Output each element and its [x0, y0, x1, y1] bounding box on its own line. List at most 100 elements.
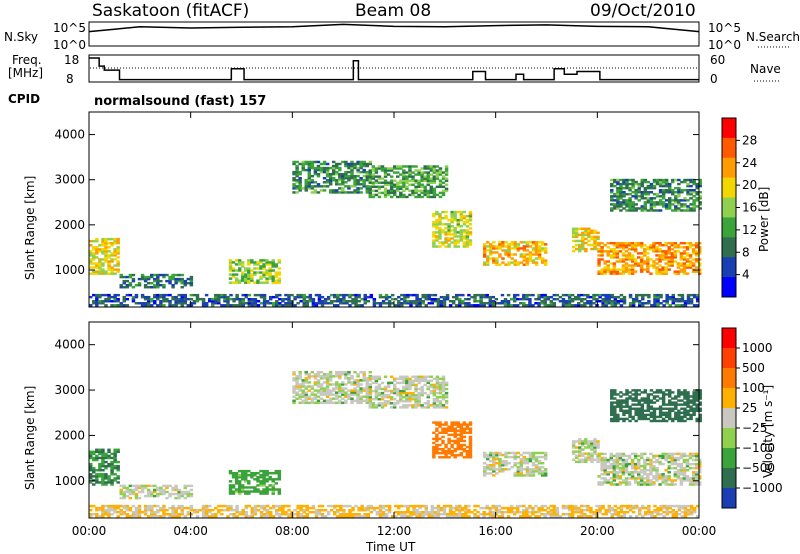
heat-cell	[331, 375, 336, 378]
heat-cell	[522, 451, 527, 455]
heat-cell	[610, 209, 614, 212]
heat-cell	[250, 304, 255, 307]
heat-cell	[399, 181, 403, 184]
heat-cell	[237, 279, 242, 282]
heat-cell	[640, 464, 644, 468]
heat-cell	[453, 433, 457, 437]
heat-cell	[444, 214, 448, 218]
heat-cell	[113, 504, 117, 508]
heat-cell	[174, 496, 178, 500]
heat-cell	[98, 481, 102, 484]
heat-cell	[578, 233, 582, 237]
heat-cell	[331, 393, 336, 396]
heat-cell	[522, 249, 527, 252]
heat-cell	[661, 250, 665, 253]
heat-cell	[244, 277, 248, 280]
heat-cell	[613, 415, 617, 419]
heat-cell	[643, 466, 647, 470]
heat-cell	[609, 242, 613, 245]
heat-cell	[638, 304, 642, 307]
heat-cell	[673, 242, 678, 245]
heat-cell	[680, 415, 684, 419]
heat-cell	[335, 172, 339, 176]
heat-cell	[453, 231, 457, 234]
heat-cell	[640, 246, 644, 249]
heat-cell	[292, 160, 296, 164]
heat-cell	[674, 300, 679, 303]
heat-cell	[311, 506, 316, 510]
heat-cell	[486, 464, 490, 467]
heat-cell	[156, 488, 160, 492]
heat-cell	[686, 409, 690, 413]
heat-cell	[295, 393, 299, 396]
heat-cell	[435, 433, 439, 437]
heat-cell	[621, 260, 626, 263]
heat-cell	[630, 458, 635, 462]
heat-cell	[107, 506, 111, 510]
heat-cell	[356, 168, 360, 172]
heat-cell	[320, 302, 325, 305]
heat-cell	[156, 286, 160, 289]
heat-cell	[462, 449, 467, 453]
heat-cell	[347, 166, 351, 170]
heat-cell	[468, 423, 473, 426]
heat-cell	[107, 508, 111, 512]
heat-cell	[414, 404, 418, 407]
heat-cell	[438, 233, 442, 236]
heat-cell	[426, 381, 430, 385]
heat-cell	[271, 471, 275, 475]
heat-cell	[441, 177, 446, 180]
heat-cell	[95, 270, 99, 273]
heat-cell	[338, 166, 342, 170]
heat-cell	[228, 273, 233, 276]
heat-cell	[322, 391, 327, 394]
heat-cell	[356, 399, 360, 403]
heat-cell	[347, 170, 351, 174]
heat-cell	[453, 235, 457, 238]
heat-cell	[465, 451, 470, 455]
heat-cell	[399, 393, 403, 397]
heat-cell	[304, 385, 308, 388]
heat-cell	[531, 253, 536, 256]
heat-cell	[549, 295, 553, 299]
heat-cell	[677, 297, 682, 301]
heat-cell	[658, 182, 663, 186]
heat-cell	[113, 448, 117, 452]
heat-cell	[113, 479, 117, 482]
heat-cell	[596, 237, 600, 241]
heat-cell	[333, 513, 337, 516]
heat-cell	[271, 275, 275, 278]
heat-cell	[584, 237, 588, 241]
heat-cell	[577, 304, 581, 307]
heat-cell	[640, 403, 644, 406]
heat-cell	[435, 185, 440, 189]
heat-cell	[256, 476, 260, 479]
heat-cell	[531, 261, 536, 264]
heat-cell	[165, 293, 169, 297]
heat-cell	[377, 195, 382, 199]
heat-cell	[232, 297, 236, 301]
heat-cell	[640, 264, 644, 267]
heat-cell	[392, 387, 397, 391]
heat-cell	[633, 264, 638, 267]
heat-cell	[345, 300, 349, 303]
heat-cell	[667, 411, 672, 415]
heat-cell	[347, 379, 351, 382]
heat-cell	[386, 402, 391, 405]
heat-cell	[125, 286, 130, 289]
heat-cell	[667, 207, 672, 210]
heat-cell	[231, 275, 236, 278]
heat-cell	[695, 293, 700, 297]
heat-cell	[186, 297, 191, 301]
heat-cell	[159, 295, 163, 299]
heat-cell	[510, 455, 514, 459]
heat-cell	[137, 513, 142, 516]
heat-cell	[633, 260, 638, 263]
heat-cell	[537, 468, 542, 471]
heat-cell	[101, 475, 105, 478]
heat-cell	[429, 177, 434, 180]
heat-cell	[378, 293, 383, 297]
heat-cell	[525, 243, 530, 246]
heat-cell	[104, 477, 108, 480]
heat-cell	[492, 455, 496, 459]
